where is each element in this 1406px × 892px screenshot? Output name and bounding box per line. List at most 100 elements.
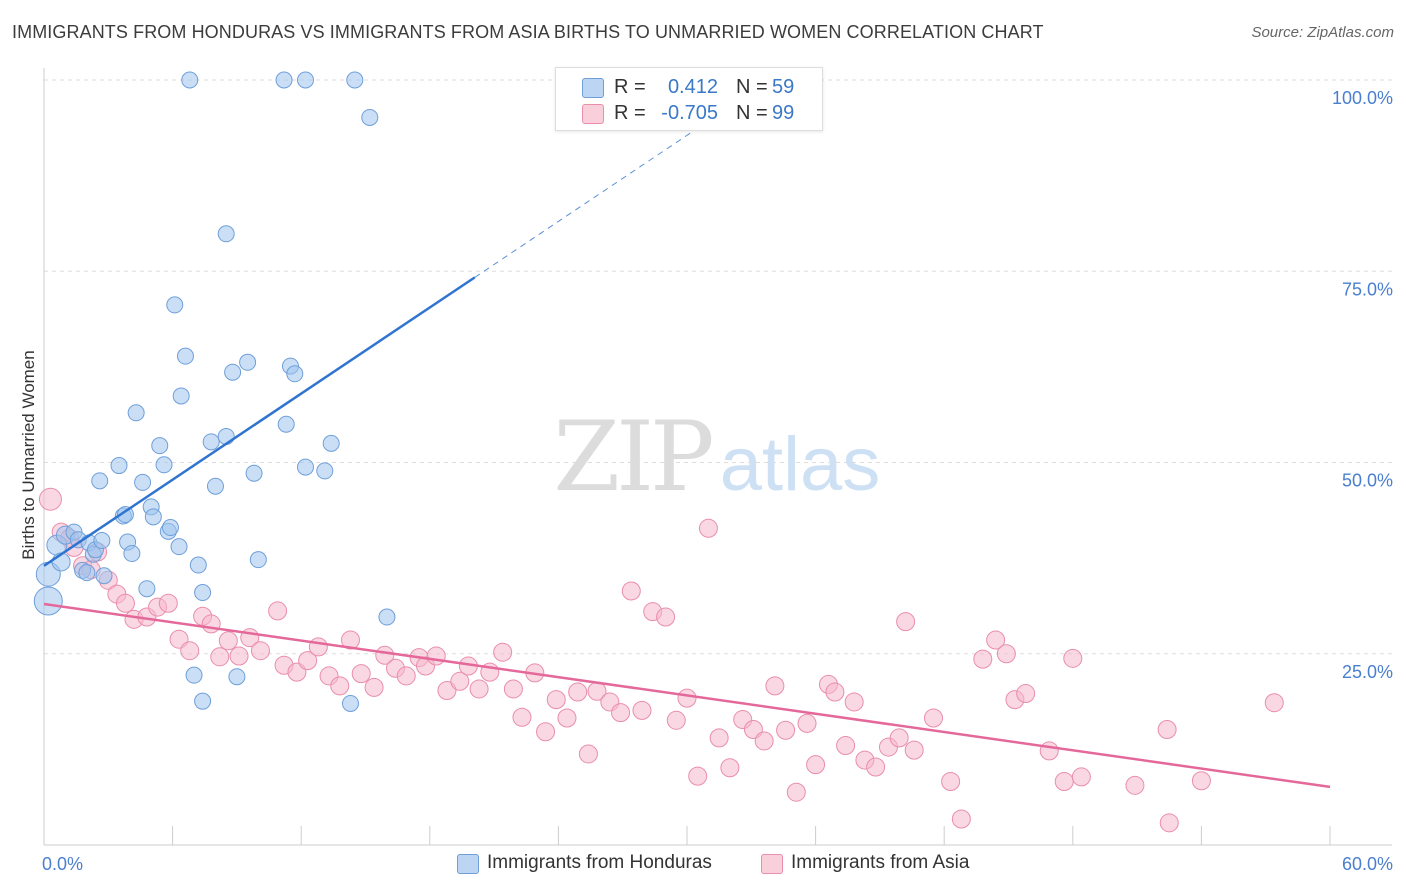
point-asia: [1039, 741, 1059, 761]
point-honduras: [341, 694, 359, 712]
point-honduras: [116, 506, 134, 524]
point-asia: [806, 755, 826, 775]
point-asia: [1125, 775, 1145, 795]
point-asia: [765, 676, 785, 696]
point-asia: [38, 487, 62, 511]
point-honduras: [249, 551, 267, 569]
point-honduras: [346, 71, 364, 89]
point-asia: [889, 728, 909, 748]
y-axis-title: Births to Unmarried Women: [19, 350, 38, 559]
legend-swatch-blue: [457, 854, 479, 874]
legend-n-value: 99: [772, 102, 795, 124]
point-honduras: [151, 437, 169, 455]
point-asia: [776, 720, 796, 740]
point-honduras: [134, 473, 152, 491]
point-asia: [426, 646, 446, 666]
point-honduras: [361, 108, 379, 126]
point-honduras: [155, 456, 173, 474]
point-honduras: [185, 666, 203, 684]
point-honduras: [206, 477, 224, 495]
point-asia: [951, 809, 971, 829]
source-credit: Source: ZipAtlas.com: [1251, 24, 1394, 41]
correlation-legend: R = 0.412 N = 59 R = -0.705 N = 99: [555, 67, 823, 131]
y-tick-label: 25.0%: [1342, 662, 1393, 682]
point-honduras: [123, 545, 141, 563]
legend-n-label: N =: [736, 102, 768, 124]
legend-label-asia: Immigrants from Asia: [791, 852, 970, 873]
point-honduras: [95, 567, 113, 585]
point-honduras: [93, 532, 111, 550]
point-asia: [896, 612, 916, 632]
point-honduras: [170, 538, 188, 556]
chart-title: IMMIGRANTS FROM HONDURAS VS IMMIGRANTS F…: [12, 22, 1044, 42]
point-honduras: [277, 415, 295, 433]
point-asia: [844, 692, 864, 712]
point-asia: [536, 722, 556, 742]
point-asia: [330, 676, 350, 696]
point-asia: [229, 646, 249, 666]
point-honduras: [217, 225, 235, 243]
point-asia: [364, 677, 384, 697]
point-asia: [1264, 693, 1284, 713]
point-asia: [836, 736, 856, 756]
point-honduras: [316, 462, 334, 480]
point-honduras: [172, 387, 190, 405]
point-asia: [973, 649, 993, 669]
point-asia: [656, 607, 676, 627]
point-asia: [866, 757, 886, 777]
point-honduras: [296, 71, 314, 89]
point-asia: [396, 666, 416, 686]
point-asia: [1071, 767, 1091, 787]
point-honduras: [322, 434, 340, 452]
legend-n-label: N =: [736, 76, 768, 98]
point-asia: [250, 641, 270, 661]
point-honduras: [91, 472, 109, 490]
point-asia: [986, 630, 1006, 650]
point-asia: [493, 642, 513, 662]
watermark-zip: ZIP: [553, 401, 712, 513]
point-honduras: [202, 433, 220, 451]
point-honduras: [110, 457, 128, 475]
point-honduras: [189, 556, 207, 574]
legend-label-honduras: Immigrants from Honduras: [487, 852, 712, 873]
point-asia: [268, 601, 288, 621]
y-tick-label: 50.0%: [1342, 471, 1393, 491]
y-tick-label: 75.0%: [1342, 279, 1393, 299]
point-asia: [1063, 648, 1083, 668]
point-asia: [904, 740, 924, 760]
point-asia: [1157, 719, 1177, 739]
point-asia: [996, 644, 1016, 664]
point-asia: [568, 682, 588, 702]
point-honduras: [176, 347, 194, 365]
point-asia: [546, 690, 566, 710]
point-asia: [201, 614, 221, 634]
point-asia: [797, 713, 817, 733]
point-honduras: [166, 296, 184, 314]
point-asia: [754, 731, 774, 751]
watermark-atlas: atlas: [720, 422, 881, 507]
point-asia: [632, 700, 652, 720]
series-honduras-points: [33, 71, 396, 712]
point-asia: [308, 637, 328, 657]
point-asia: [720, 758, 740, 778]
legend-swatch-blue: [582, 78, 604, 98]
axis-labels: 25.0% 50.0% 75.0% 100.0% 0.0% 60.0% Births to …: [19, 88, 1393, 874]
point-asia: [786, 782, 806, 802]
point-honduras: [275, 71, 293, 89]
point-asia: [1016, 684, 1036, 704]
point-asia: [621, 581, 641, 601]
point-asia: [557, 708, 577, 728]
point-honduras: [78, 564, 96, 582]
point-asia: [941, 772, 961, 792]
point-asia: [666, 710, 686, 730]
point-asia: [450, 671, 470, 691]
point-honduras: [161, 519, 179, 537]
point-asia: [210, 647, 230, 667]
point-asia: [1159, 813, 1179, 833]
legend-swatch-pink: [582, 104, 604, 124]
point-honduras: [296, 458, 314, 476]
axes: [43, 68, 1392, 846]
point-honduras: [286, 365, 304, 383]
point-asia: [578, 744, 598, 764]
point-asia: [351, 664, 371, 684]
